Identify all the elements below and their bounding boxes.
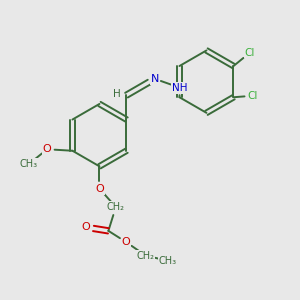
Text: O: O xyxy=(82,222,91,232)
Text: CH₃: CH₃ xyxy=(159,256,177,266)
Text: O: O xyxy=(95,184,104,194)
Text: Cl: Cl xyxy=(245,48,255,58)
Text: O: O xyxy=(122,237,130,247)
Text: H: H xyxy=(113,89,121,99)
Text: Cl: Cl xyxy=(248,91,258,101)
Text: CH₃: CH₃ xyxy=(20,159,38,169)
Text: CH₂: CH₂ xyxy=(136,250,154,260)
Text: CH₂: CH₂ xyxy=(107,202,125,212)
Text: N: N xyxy=(151,74,159,84)
Text: NH: NH xyxy=(172,83,188,93)
Text: O: O xyxy=(43,144,52,154)
